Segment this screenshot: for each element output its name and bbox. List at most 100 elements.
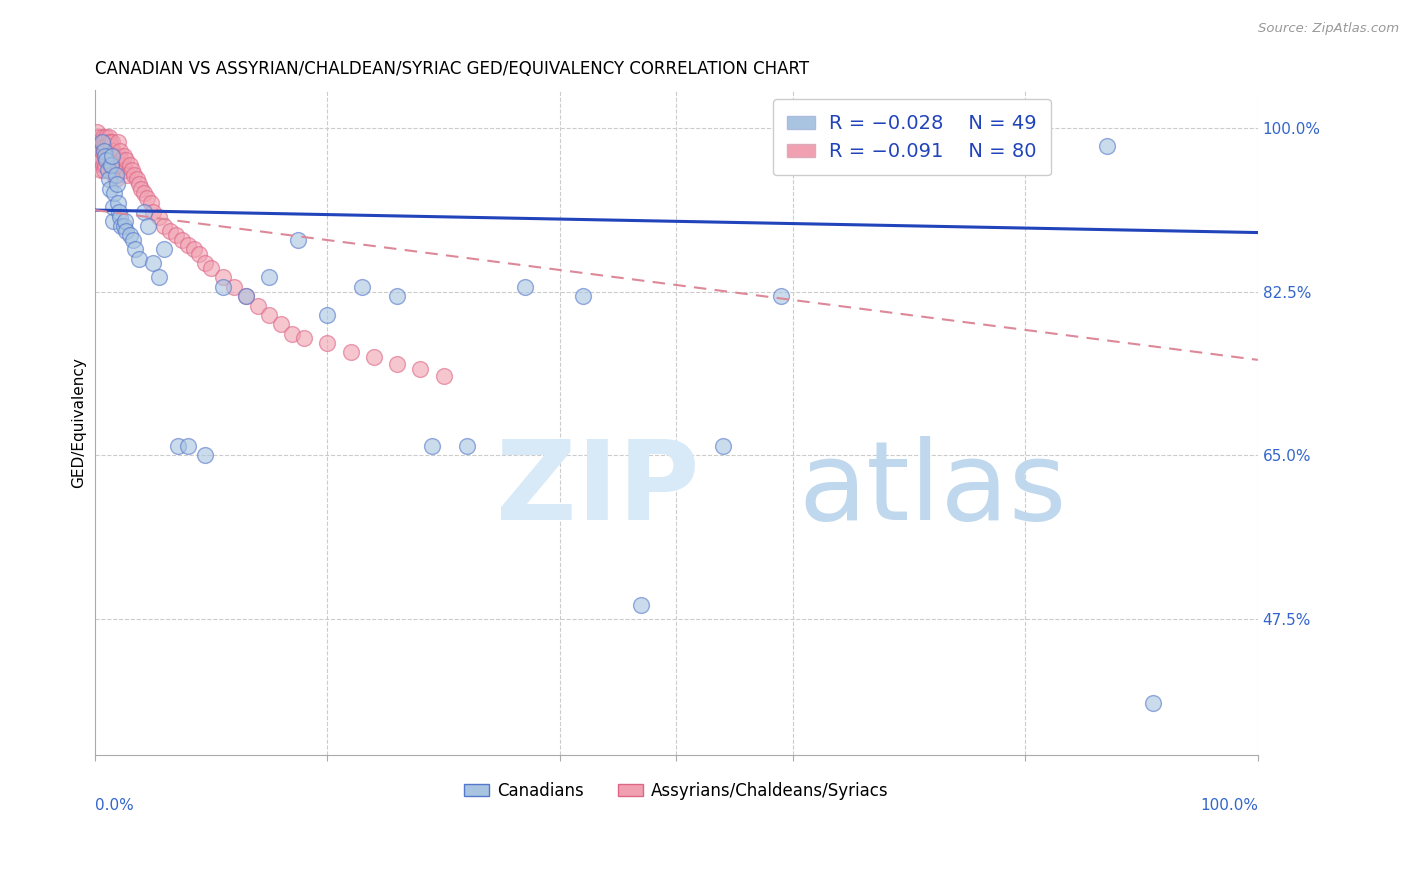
Assyrians/Chaldeans/Syriacs [96,135,118,149]
Canadians [385,289,408,303]
Assyrians/Chaldeans/Syriacs [107,135,129,149]
Canadians [96,153,118,168]
Assyrians/Chaldeans/Syriacs [194,256,217,270]
Assyrians/Chaldeans/Syriacs [86,125,108,139]
Assyrians/Chaldeans/Syriacs [200,261,222,276]
Canadians [1095,139,1118,153]
Canadians [235,289,257,303]
Canadians [103,200,125,214]
Canadians [114,214,136,228]
Assyrians/Chaldeans/Syriacs [94,139,117,153]
Canadians [769,289,792,303]
Assyrians/Chaldeans/Syriacs [105,158,128,172]
Assyrians/Chaldeans/Syriacs [112,149,135,163]
Canadians [630,598,652,612]
Text: 0.0%: 0.0% [94,798,134,814]
Assyrians/Chaldeans/Syriacs [129,181,152,195]
Canadians [98,181,121,195]
Text: ZIP: ZIP [496,435,700,542]
Assyrians/Chaldeans/Syriacs [87,144,110,158]
Assyrians/Chaldeans/Syriacs [108,149,131,163]
Assyrians/Chaldeans/Syriacs [153,219,176,233]
Assyrians/Chaldeans/Syriacs [128,177,150,191]
Canadians [105,177,128,191]
Assyrians/Chaldeans/Syriacs [433,368,456,383]
Canadians [97,172,120,186]
Assyrians/Chaldeans/Syriacs [363,350,385,364]
Assyrians/Chaldeans/Syriacs [136,191,159,205]
Assyrians/Chaldeans/Syriacs [89,149,111,163]
Canadians [115,224,138,238]
Y-axis label: GED/Equivalency: GED/Equivalency [72,357,86,488]
Assyrians/Chaldeans/Syriacs [339,345,361,359]
Assyrians/Chaldeans/Syriacs [97,149,120,163]
Assyrians/Chaldeans/Syriacs [115,153,138,168]
Canadians [711,439,734,453]
Assyrians/Chaldeans/Syriacs [148,210,170,224]
Assyrians/Chaldeans/Syriacs [117,168,139,182]
Text: CANADIAN VS ASSYRIAN/CHALDEAN/SYRIAC GED/EQUIVALENCY CORRELATION CHART: CANADIAN VS ASSYRIAN/CHALDEAN/SYRIAC GED… [94,60,808,78]
Assyrians/Chaldeans/Syriacs [409,362,432,376]
Canadians [148,270,170,285]
Assyrians/Chaldeans/Syriacs [98,135,121,149]
Assyrians/Chaldeans/Syriacs [94,158,117,172]
Assyrians/Chaldeans/Syriacs [93,135,115,149]
Assyrians/Chaldeans/Syriacs [110,144,132,158]
Canadians [167,439,190,453]
Assyrians/Chaldeans/Syriacs [100,158,122,172]
Text: Source: ZipAtlas.com: Source: ZipAtlas.com [1258,22,1399,36]
Assyrians/Chaldeans/Syriacs [224,280,246,294]
Canadians [100,158,122,172]
Canadians [112,219,135,233]
Text: 100.0%: 100.0% [1199,798,1258,814]
Assyrians/Chaldeans/Syriacs [103,149,125,163]
Canadians [122,233,145,247]
Assyrians/Chaldeans/Syriacs [90,144,112,158]
Assyrians/Chaldeans/Syriacs [101,158,124,172]
Canadians [128,252,150,266]
Canadians [108,205,131,219]
Assyrians/Chaldeans/Syriacs [96,130,118,145]
Text: atlas: atlas [799,435,1066,542]
Assyrians/Chaldeans/Syriacs [103,162,125,177]
Assyrians/Chaldeans/Syriacs [110,153,132,168]
Assyrians/Chaldeans/Syriacs [257,308,280,322]
Canadians [177,439,200,453]
Canadians [513,280,536,294]
Assyrians/Chaldeans/Syriacs [89,162,111,177]
Canadians [572,289,595,303]
Assyrians/Chaldeans/Syriacs [246,299,269,313]
Canadians [104,168,127,182]
Canadians [110,219,132,233]
Canadians [94,149,117,163]
Assyrians/Chaldeans/Syriacs [159,224,181,238]
Assyrians/Chaldeans/Syriacs [316,336,339,351]
Canadians [211,280,233,294]
Assyrians/Chaldeans/Syriacs [281,326,304,341]
Canadians [352,280,374,294]
Assyrians/Chaldeans/Syriacs [188,247,211,261]
Assyrians/Chaldeans/Syriacs [87,135,110,149]
Assyrians/Chaldeans/Syriacs [107,158,129,172]
Assyrians/Chaldeans/Syriacs [111,158,134,172]
Assyrians/Chaldeans/Syriacs [91,130,114,145]
Assyrians/Chaldeans/Syriacs [118,158,141,172]
Legend: Canadians, Assyrians/Chaldeans/Syriacs: Canadians, Assyrians/Chaldeans/Syriacs [457,775,896,806]
Assyrians/Chaldeans/Syriacs [97,130,120,145]
Assyrians/Chaldeans/Syriacs [183,243,205,257]
Assyrians/Chaldeans/Syriacs [170,233,193,247]
Canadians [132,205,155,219]
Canadians [142,256,165,270]
Canadians [124,243,146,257]
Canadians [103,214,125,228]
Canadians [420,439,443,453]
Canadians [110,210,132,224]
Canadians [456,439,478,453]
Canadians [90,135,112,149]
Assyrians/Chaldeans/Syriacs [142,205,165,219]
Canadians [107,195,129,210]
Assyrians/Chaldeans/Syriacs [104,153,127,168]
Assyrians/Chaldeans/Syriacs [96,153,118,168]
Assyrians/Chaldeans/Syriacs [165,228,187,243]
Assyrians/Chaldeans/Syriacs [101,135,124,149]
